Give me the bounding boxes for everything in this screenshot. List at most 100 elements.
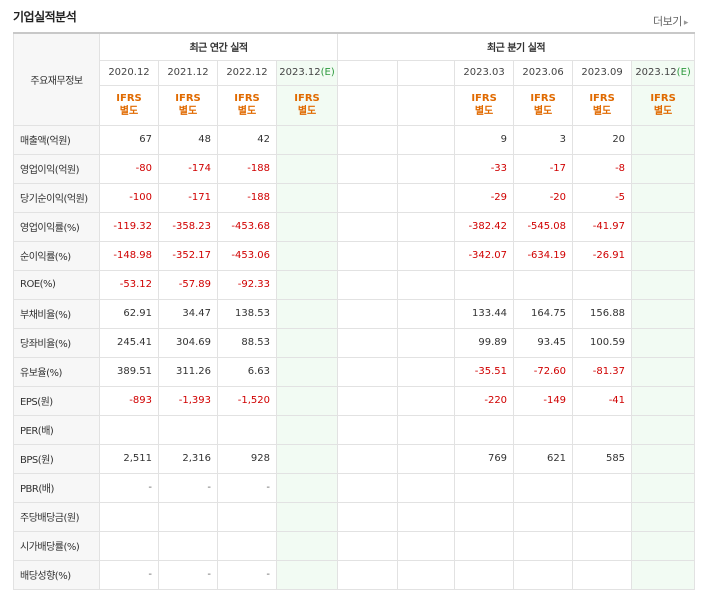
ifrs-sub-label: 별도: [592, 106, 612, 117]
annual-value-cell: [217, 414, 277, 445]
ifrs-cell: IFRS 별도: [217, 84, 277, 126]
annual-group-header: 최근 연간 실적: [98, 32, 339, 61]
ifrs-sub-label: 별도: [533, 106, 553, 117]
annual-value-cell: 62.91: [99, 298, 159, 329]
quarter-value-cell: [631, 240, 696, 271]
annual-value-cell: -92.33: [217, 269, 277, 300]
row-label: PER(배): [13, 414, 100, 445]
annual-value-cell: [217, 501, 277, 532]
annual-value-cell: [275, 559, 339, 590]
quarter-value-cell: [513, 501, 574, 532]
annual-value-cell: -: [217, 472, 277, 503]
row-label: 시가배당률(%): [13, 530, 100, 561]
quarter-value-cell: [513, 269, 574, 300]
annual-value-cell: [275, 298, 339, 329]
row-label: 영업이익률(%): [13, 211, 100, 242]
row-label: 주당배당금(원): [13, 501, 100, 532]
row-label: PBR(배): [13, 472, 100, 503]
quarter-group-header: 최근 분기 실적: [337, 32, 696, 61]
annual-value-cell: [275, 211, 339, 242]
row-label: EPS(원): [13, 385, 100, 416]
annual-value-cell: [275, 443, 339, 474]
annual-value-cell: 88.53: [217, 327, 277, 358]
ifrs-cell: IFRS 별도: [631, 84, 696, 126]
annual-value-cell: [275, 240, 339, 271]
table-row: 매출액(억원) 67 48 42 9 3 20: [13, 124, 696, 155]
quarter-value-cell: 3: [513, 124, 574, 155]
quarter-value-cell: -41: [572, 385, 633, 416]
annual-value-cell: [275, 356, 339, 387]
quarter-value-cell: [572, 559, 633, 590]
annual-value-cell: [158, 530, 218, 561]
more-label: 더보기: [653, 15, 682, 28]
quarter-spacer: [397, 84, 456, 126]
annual-value-cell: [99, 414, 159, 445]
quarter-value-cell: 769: [454, 443, 515, 474]
ifrs-label: IFRS: [116, 93, 142, 104]
quarter-value-cell: [454, 414, 515, 445]
annual-value-cell: -53.12: [99, 269, 159, 300]
table-row: ROE(%) -53.12 -57.89 -92.33: [13, 269, 696, 300]
quarter-value-cell: -41.97: [572, 211, 633, 242]
quarter-spacer-cell: [337, 182, 399, 213]
quarter-spacer-cell: [397, 182, 456, 213]
quarter-spacer-cell: [397, 414, 456, 445]
quarter-spacer-cell: [397, 472, 456, 503]
quarter-value-cell: 100.59: [572, 327, 633, 358]
annual-value-cell: 48: [158, 124, 218, 155]
ifrs-label: IFRS: [650, 93, 676, 104]
quarter-value-cell: 156.88: [572, 298, 633, 329]
more-link[interactable]: 더보기 ▸: [653, 13, 688, 29]
annual-value-cell: 42: [217, 124, 277, 155]
quarter-value-cell: -81.37: [572, 356, 633, 387]
chevron-right-icon: ▸: [683, 18, 689, 28]
ifrs-sub-label: 별도: [653, 106, 673, 117]
quarter-spacer-cell: [397, 356, 456, 387]
table-row: 시가배당률(%): [13, 530, 696, 561]
annual-value-cell: -: [158, 472, 218, 503]
quarter-spacer-cell: [397, 327, 456, 358]
annual-value-cell: 2,316: [158, 443, 218, 474]
annual-value-cell: -100: [99, 182, 159, 213]
quarter-value-cell: [631, 472, 696, 503]
quarter-value-cell: [631, 211, 696, 242]
quarter-value-cell: [513, 414, 574, 445]
annual-value-cell: -188: [217, 182, 277, 213]
ifrs-cell: IFRS 별도: [454, 84, 515, 126]
quarter-value-cell: [513, 559, 574, 590]
quarter-spacer-cell: [337, 414, 399, 445]
quarter-value-cell: [572, 269, 633, 300]
quarter-spacer-cell: [397, 559, 456, 590]
ifrs-label: IFRS: [530, 93, 556, 104]
ifrs-cell: IFRS 별도: [99, 84, 159, 126]
quarter-spacer-cell: [337, 327, 399, 358]
annual-value-cell: -: [99, 472, 159, 503]
table-row: 당좌비율(%) 245.41 304.69 88.53 99.89 93.45 100.59: [13, 327, 696, 358]
quarter-value-cell: [631, 414, 696, 445]
table-row: 영업이익률(%) -119.32 -358.23 -453.68 -382.42 -545…: [13, 211, 696, 242]
quarter-period: 2023.03: [454, 59, 515, 86]
table-row: 순이익률(%) -148.98 -352.17 -453.06 -342.07 -634.…: [13, 240, 696, 271]
ifrs-label: IFRS: [294, 93, 320, 104]
annual-value-cell: 928: [217, 443, 277, 474]
annual-value-cell: -: [158, 559, 218, 590]
row-label: BPS(원): [13, 443, 100, 474]
quarter-spacer-cell: [337, 530, 399, 561]
annual-value-cell: [275, 269, 339, 300]
row-label: 순이익률(%): [13, 240, 100, 271]
quarter-value-cell: 621: [513, 443, 574, 474]
annual-period: 2022.12: [217, 59, 277, 86]
financial-summary-table: 주요재무정보 최근 연간 실적 최근 분기 실적 2020.12 2021.12…: [13, 32, 696, 590]
table-row: 주당배당금(원): [13, 501, 696, 532]
quarter-spacer-cell: [337, 559, 399, 590]
quarter-value-cell: [572, 414, 633, 445]
annual-value-cell: -453.06: [217, 240, 277, 271]
row-label: 매출액(억원): [13, 124, 100, 155]
quarter-spacer-cell: [397, 530, 456, 561]
quarter-spacer-cell: [397, 298, 456, 329]
annual-value-cell: -119.32: [99, 211, 159, 242]
quarter-spacer-cell: [337, 211, 399, 242]
annual-value-cell: [217, 530, 277, 561]
quarter-spacer-cell: [337, 356, 399, 387]
quarter-value-cell: -35.51: [454, 356, 515, 387]
